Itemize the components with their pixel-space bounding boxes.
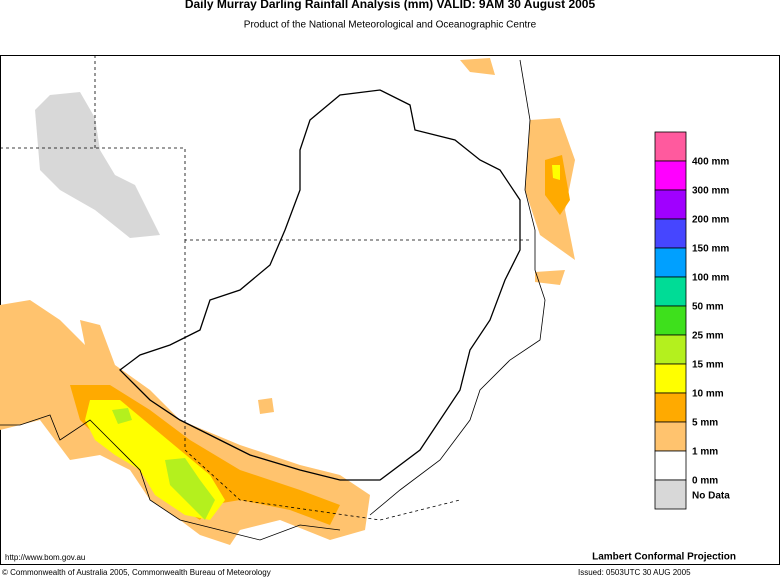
- legend-swatch: [654, 450, 687, 481]
- legend-label: 0 mm: [692, 476, 718, 487]
- legend-swatch: [654, 334, 687, 365]
- legend-label: No Data: [692, 491, 730, 502]
- projection: Lambert Conformal Projection: [592, 552, 736, 563]
- legend-swatch: [654, 276, 687, 307]
- legend-swatch: [654, 131, 687, 162]
- legend-label: 150 mm: [692, 244, 729, 255]
- legend-label: 300 mm: [692, 186, 729, 197]
- title: Daily Murray Darling Rainfall Analysis (…: [185, 0, 596, 11]
- subtitle: Product of the National Meteorological a…: [244, 20, 537, 31]
- basin-boundary: [119, 89, 521, 481]
- legend-swatch: [654, 218, 687, 249]
- legend-swatch: [654, 363, 687, 394]
- legend-label: 1 mm: [692, 447, 718, 458]
- legend-label: 400 mm: [692, 157, 729, 168]
- legend-label: 10 mm: [692, 389, 724, 400]
- legend-label: 100 mm: [692, 273, 729, 284]
- coastline: [0, 59, 546, 541]
- legend-swatch: [654, 305, 687, 336]
- source-url: http://www.bom.gov.au: [5, 553, 85, 562]
- no-data-area: [35, 92, 160, 238]
- issued: Issued: 0503UTC 30 AUG 2005: [578, 568, 691, 577]
- rain-15mm: [112, 408, 215, 520]
- legend-label: 200 mm: [692, 215, 729, 226]
- legend-label: 25 mm: [692, 331, 724, 342]
- legend-label: 15 mm: [692, 360, 724, 371]
- legend-label: 50 mm: [692, 302, 724, 313]
- rain-east-10mm: [552, 165, 560, 180]
- legend-swatch: [654, 479, 687, 510]
- legend-swatch: [654, 247, 687, 278]
- rain-east-5mm: [545, 155, 570, 215]
- legend-swatch: [654, 160, 687, 191]
- legend-label: 5 mm: [692, 418, 718, 429]
- legend-swatch: [654, 189, 687, 220]
- map-frame: [0, 55, 780, 565]
- legend-swatch: [654, 421, 687, 452]
- legend-swatch: [654, 392, 687, 423]
- map: [0, 55, 780, 565]
- state-borders: [0, 55, 530, 521]
- legend: 400 mm 300 mm 200 mm 150 mm 100 mm 50 mm 25 mm…: [654, 131, 730, 510]
- copyright: © Commonwealth of Australia 2005, Common…: [2, 568, 271, 577]
